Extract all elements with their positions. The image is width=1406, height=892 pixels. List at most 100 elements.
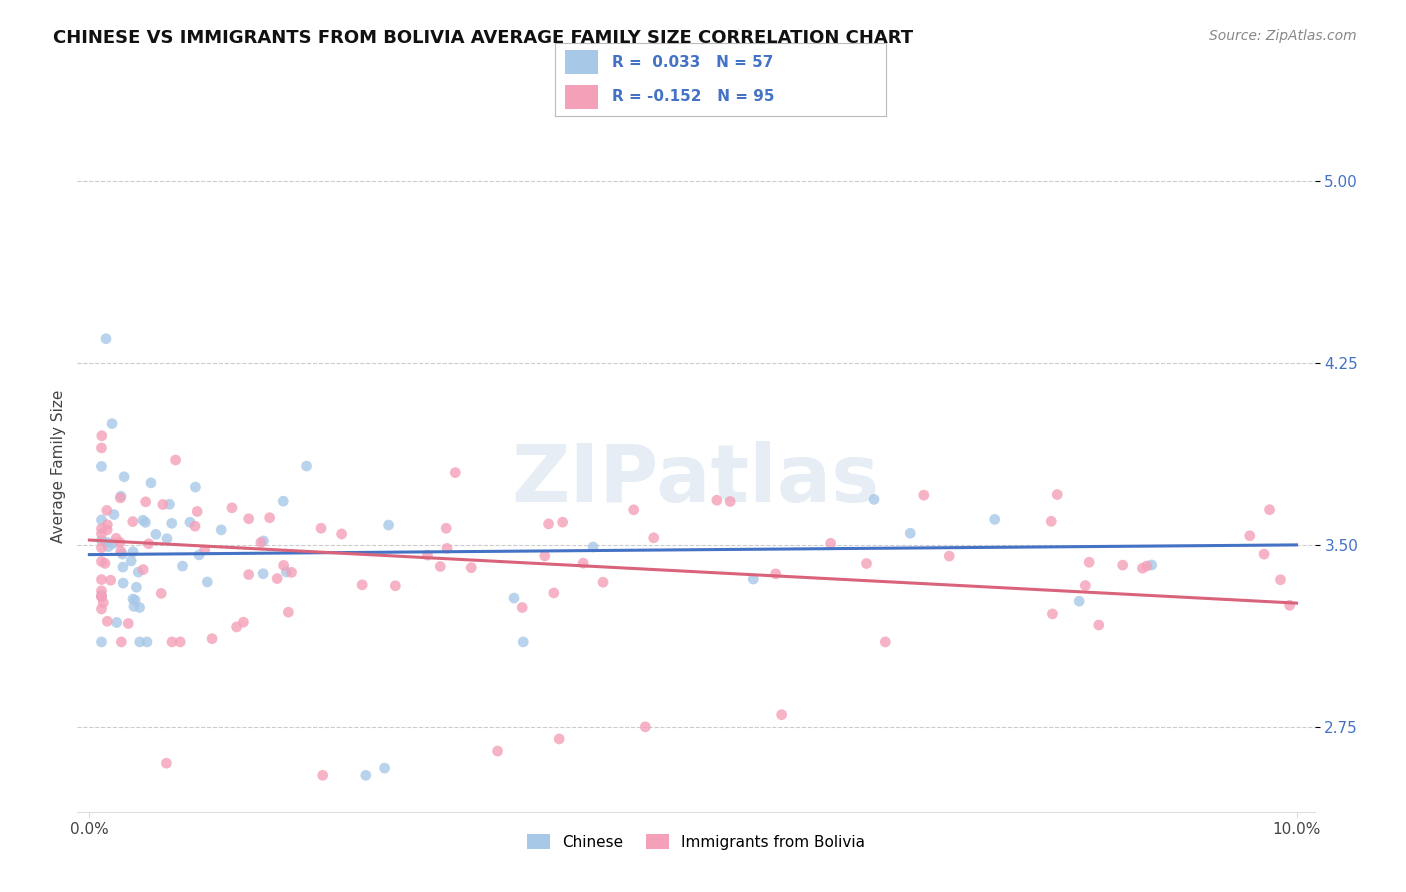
Point — [1253, 547, 1275, 561]
Point — [354, 768, 377, 782]
Y-axis label: Average Family Size: Average Family Size — [51, 390, 66, 542]
Text: R = -0.152   N = 95: R = -0.152 N = 95 — [612, 88, 775, 103]
Point — [765, 566, 787, 581]
Point — [551, 515, 574, 529]
Point — [201, 632, 224, 646]
Point — [159, 497, 181, 511]
Point — [160, 635, 183, 649]
Point — [103, 508, 125, 522]
Point — [252, 566, 274, 581]
Point — [312, 768, 335, 782]
Point — [90, 513, 112, 527]
Point — [1078, 555, 1101, 569]
Point — [221, 500, 243, 515]
Point — [503, 591, 526, 605]
Point — [169, 635, 191, 649]
Point — [152, 498, 174, 512]
Point — [90, 429, 112, 443]
Text: ZIPatlas: ZIPatlas — [512, 441, 880, 519]
Point — [97, 540, 120, 554]
Point — [184, 480, 207, 494]
Point — [533, 549, 555, 563]
Point — [125, 580, 148, 594]
Point — [90, 590, 112, 604]
Point — [90, 554, 112, 568]
Point — [111, 547, 134, 561]
Point — [139, 475, 162, 490]
Point — [195, 574, 218, 589]
Point — [186, 504, 208, 518]
Point — [120, 554, 142, 568]
Point — [105, 615, 128, 630]
Point — [592, 575, 614, 590]
Point — [100, 573, 122, 587]
Point — [112, 470, 135, 484]
Point — [1258, 502, 1281, 516]
Point — [184, 519, 207, 533]
Point — [90, 635, 112, 649]
Point — [855, 557, 877, 571]
Point — [150, 586, 173, 600]
Point — [377, 518, 399, 533]
Bar — [565, 85, 599, 109]
Point — [90, 590, 112, 604]
Point — [271, 494, 294, 508]
Point — [122, 599, 145, 614]
Point — [259, 510, 281, 524]
Point — [742, 572, 765, 586]
Point — [165, 453, 187, 467]
Point — [1239, 529, 1261, 543]
Point — [90, 541, 112, 555]
Point — [309, 521, 332, 535]
Point — [938, 549, 960, 563]
Point — [145, 527, 167, 541]
Point — [1069, 594, 1091, 608]
Point — [252, 533, 274, 548]
Point — [1112, 558, 1135, 573]
Point — [117, 616, 139, 631]
Point — [238, 567, 260, 582]
Point — [136, 635, 159, 649]
Point — [295, 458, 318, 473]
Point — [90, 527, 112, 541]
Point — [90, 522, 112, 536]
Point — [582, 540, 605, 554]
Point — [266, 572, 288, 586]
Point — [188, 548, 211, 562]
Text: CHINESE VS IMMIGRANTS FROM BOLIVIA AVERAGE FAMILY SIZE CORRELATION CHART: CHINESE VS IMMIGRANTS FROM BOLIVIA AVERA… — [53, 29, 914, 46]
Point — [156, 532, 179, 546]
Point — [444, 466, 467, 480]
Point — [330, 527, 353, 541]
Point — [172, 559, 194, 574]
Point — [135, 495, 157, 509]
Point — [122, 544, 145, 558]
Point — [1132, 561, 1154, 575]
Point — [111, 560, 134, 574]
Point — [124, 593, 146, 607]
Point — [1087, 618, 1109, 632]
Point — [110, 491, 132, 505]
Point — [912, 488, 935, 502]
Point — [194, 542, 217, 557]
Point — [132, 513, 155, 527]
Point — [90, 459, 112, 474]
Bar — [565, 50, 599, 74]
Point — [134, 516, 156, 530]
Point — [94, 332, 117, 346]
Point — [238, 512, 260, 526]
Point — [122, 592, 145, 607]
Point — [898, 526, 921, 541]
Point — [121, 515, 143, 529]
Point — [374, 761, 396, 775]
Point — [510, 600, 533, 615]
Point — [160, 516, 183, 531]
Point — [623, 503, 645, 517]
Point — [90, 602, 112, 616]
Point — [276, 565, 298, 579]
Point — [280, 566, 302, 580]
Point — [101, 536, 124, 550]
Point — [1042, 607, 1064, 621]
Text: R =  0.033   N = 57: R = 0.033 N = 57 — [612, 55, 773, 70]
Point — [90, 588, 112, 602]
Point — [1140, 558, 1163, 572]
